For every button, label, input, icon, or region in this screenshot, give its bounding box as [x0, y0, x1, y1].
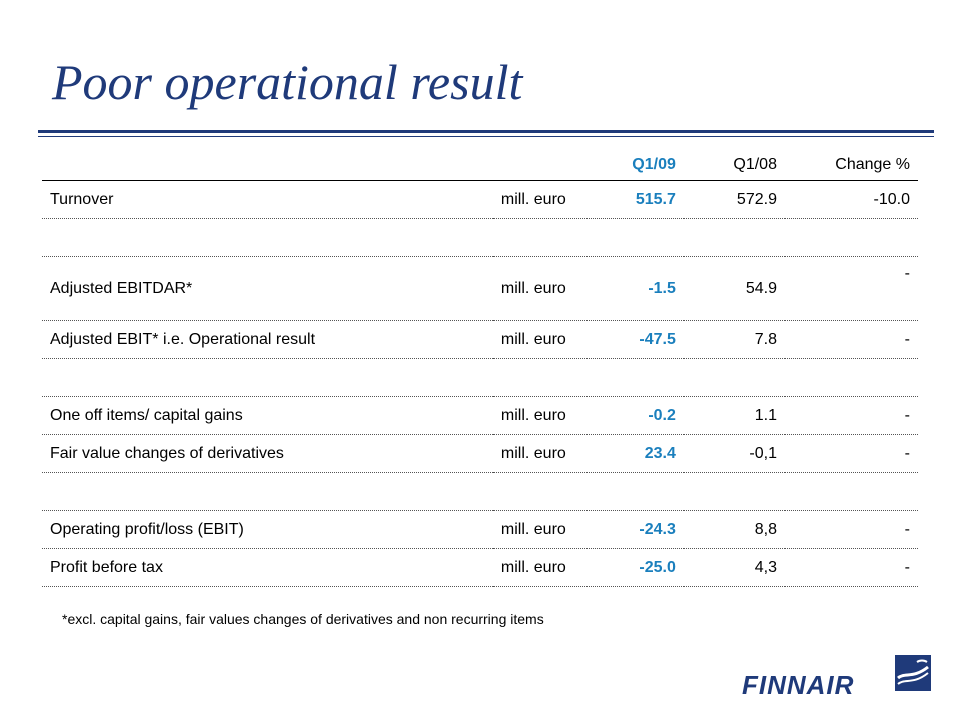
table-row-spacer: [42, 472, 918, 511]
row-q1-09: -47.5: [587, 320, 684, 359]
title-divider-thin: [38, 136, 934, 137]
row-label: One off items/ capital gains: [42, 396, 493, 435]
header-q1-08: Q1/08: [683, 150, 785, 181]
row-change: [784, 218, 918, 257]
row-label: [42, 358, 493, 397]
row-unit: mill. euro: [492, 434, 588, 473]
table-row: Profit before tax mill. euro -25.0 4,3 -: [42, 548, 918, 587]
table-header-row: Q1/09 Q1/08 Change %: [42, 150, 918, 181]
results-table: Q1/09 Q1/08 Change % Turnover mill. euro…: [42, 150, 918, 587]
row-unit: [492, 218, 588, 257]
table-row-spacer: [42, 358, 918, 397]
table-row: Adjusted EBIT* i.e. Operational result m…: [42, 320, 918, 359]
row-unit: mill. euro: [492, 396, 588, 435]
row-unit: mill. euro: [492, 510, 588, 549]
row-label: [42, 218, 493, 257]
row-change: -: [784, 434, 918, 473]
row-change: -: [784, 510, 918, 549]
table-row: Turnover mill. euro 515.7 572.9 -10.0: [42, 180, 918, 219]
row-q1-09: -24.3: [587, 510, 684, 549]
row-change: [784, 358, 918, 397]
row-change: -: [784, 396, 918, 435]
row-q1-08: 54.9: [683, 256, 785, 321]
row-q1-09: -1.5: [587, 256, 684, 321]
table-row: Fair value changes of derivatives mill. …: [42, 434, 918, 473]
row-unit: mill. euro: [492, 180, 588, 219]
row-unit: [492, 358, 588, 397]
row-unit: mill. euro: [492, 256, 588, 321]
header-unit: [492, 150, 588, 181]
row-q1-08: 4,3: [683, 548, 785, 587]
row-q1-09: 23.4: [587, 434, 684, 473]
row-unit: [492, 472, 588, 511]
table-row: Operating profit/loss (EBIT) mill. euro …: [42, 510, 918, 549]
row-q1-09: [587, 218, 684, 257]
row-q1-08: [683, 358, 785, 397]
row-q1-08: 7.8: [683, 320, 785, 359]
row-change: -: [784, 320, 918, 359]
row-label: [42, 472, 493, 511]
row-q1-09: -0.2: [587, 396, 684, 435]
row-label: Turnover: [42, 180, 493, 219]
table-row-spacer: [42, 218, 918, 257]
row-q1-08: [683, 218, 785, 257]
row-q1-08: 1.1: [683, 396, 785, 435]
row-label: Profit before tax: [42, 548, 493, 587]
row-q1-08: -0,1: [683, 434, 785, 473]
finnair-logo-text: FINNAIR: [742, 670, 855, 700]
row-q1-08: 8,8: [683, 510, 785, 549]
row-change: -: [784, 256, 918, 321]
table-row: One off items/ capital gains mill. euro …: [42, 396, 918, 435]
header-q1-09: Q1/09: [587, 150, 684, 181]
row-label: Operating profit/loss (EBIT): [42, 510, 493, 549]
row-label: Fair value changes of derivatives: [42, 434, 493, 473]
row-label: Adjusted EBIT* i.e. Operational result: [42, 320, 493, 359]
row-q1-08: 572.9: [683, 180, 785, 219]
header-change: Change %: [784, 150, 918, 181]
row-q1-09: [587, 358, 684, 397]
row-change: -: [784, 548, 918, 587]
row-q1-09: 515.7: [587, 180, 684, 219]
finnair-flag-icon: [895, 655, 931, 691]
table-row: Adjusted EBITDAR* mill. euro -1.5 54.9 -: [42, 256, 918, 321]
row-q1-09: -25.0: [587, 548, 684, 587]
row-change: -10.0: [784, 180, 918, 219]
row-unit: mill. euro: [492, 548, 588, 587]
title-divider-thick: [38, 130, 934, 133]
row-unit: mill. euro: [492, 320, 588, 359]
row-label: Adjusted EBITDAR*: [42, 256, 493, 321]
row-q1-08: [683, 472, 785, 511]
row-change: [784, 472, 918, 511]
footnote: *excl. capital gains, fair values change…: [62, 611, 544, 627]
header-label: [42, 150, 493, 181]
page-title: Poor operational result: [52, 54, 523, 110]
row-q1-09: [587, 472, 684, 511]
